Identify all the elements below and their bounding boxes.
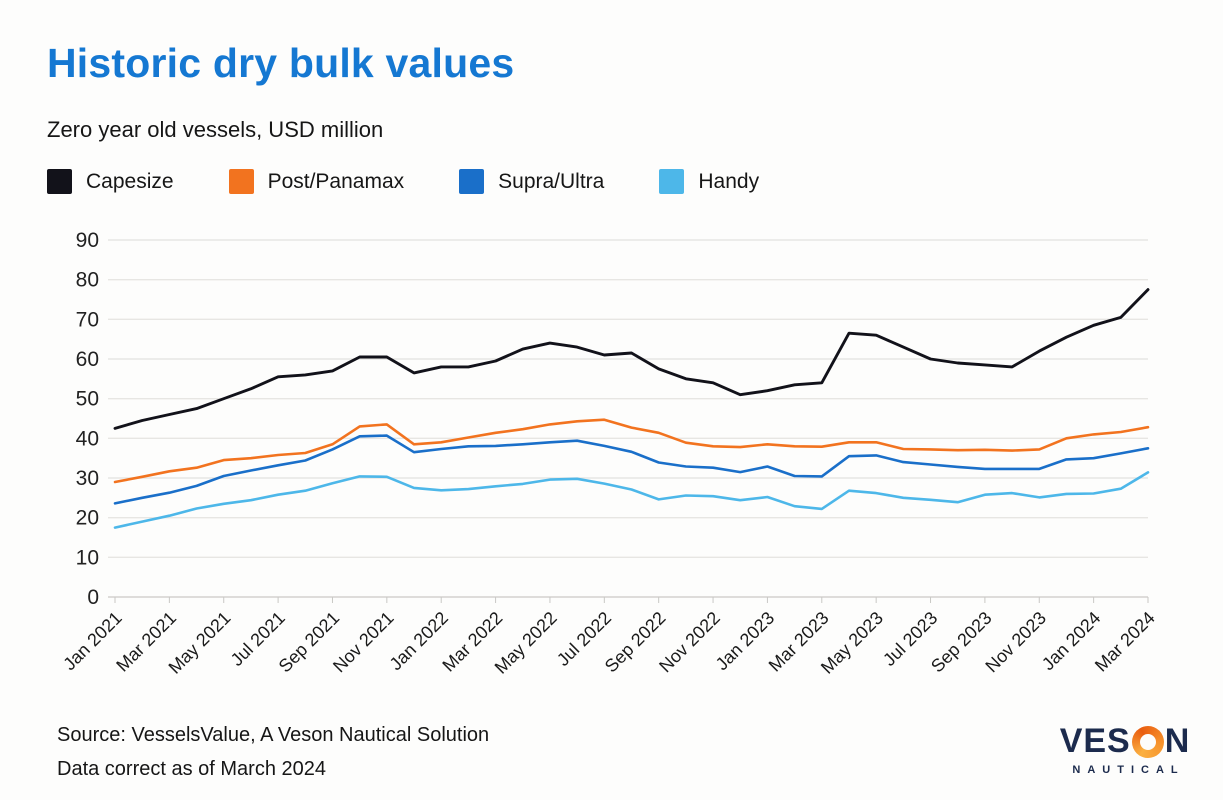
y-tick-label-20: 20 [76,507,99,530]
y-tick-label-60: 60 [76,348,99,371]
legend-swatch-supra-ultra [459,169,485,194]
x-tick-label: Mar 2024 [1091,608,1159,676]
y-tick-label-80: 80 [76,269,99,292]
legend-swatch-handy [659,169,685,194]
legend-label-capesize: Capesize [86,169,174,193]
legend-swatch-capesize [47,169,72,194]
footer: Source: VesselsValue, A Veson Nautical S… [57,718,489,786]
legend-item-supra-ultra: Supra/Ultra [459,169,604,194]
series-line-capesize [113,288,1150,430]
logo-text-ves: VES [1059,722,1131,760]
legend-swatch-post-panamax [228,169,254,194]
page-subtitle: Zero year old vessels, USD million [47,117,384,142]
legend-item-handy: Handy [659,169,759,194]
series-line-supra-ultra [113,434,1150,505]
y-tick-label-10: 10 [76,546,99,569]
y-tick-label-50: 50 [76,388,99,411]
legend: Capesize Post/Panamax Supra/Ultra Handy [47,169,759,194]
legend-item-post-panamax: Post/Panamax [228,169,405,194]
y-tick-label-70: 70 [76,308,99,331]
logo-text-n: N [1164,722,1191,760]
legend-item-capesize: Capesize [47,169,174,194]
legend-label-post-panamax: Post/Panamax [267,169,405,193]
y-tick-label-30: 30 [76,467,99,490]
data-date-text: Data correct as of March 2024 [57,758,327,780]
legend-label-handy: Handy [698,169,760,193]
legend-label-supra-ultra: Supra/Ultra [498,169,605,193]
page-title: Historic dry bulk values [47,40,515,86]
series-line-post-panamax [113,418,1150,484]
veson-nautical-logo: VES N NAUTICAL [1050,722,1200,776]
logo-subtext: NAUTICAL [1072,764,1185,776]
series-line-handy [113,471,1150,529]
y-tick-label-0: 0 [87,586,99,609]
logo-wordmark: VES N [1050,722,1200,761]
y-tick-label-40: 40 [76,427,99,450]
line-chart: 0 10 20 30 40 50 60 70 80 90 Jan 2021 Mar 2021 May 2… [0,225,1223,705]
logo-o-ring-icon [1131,725,1164,758]
y-tick-label-90: 90 [76,229,99,252]
source-text: Source: VesselsValue, A Veson Nautical S… [57,724,490,746]
